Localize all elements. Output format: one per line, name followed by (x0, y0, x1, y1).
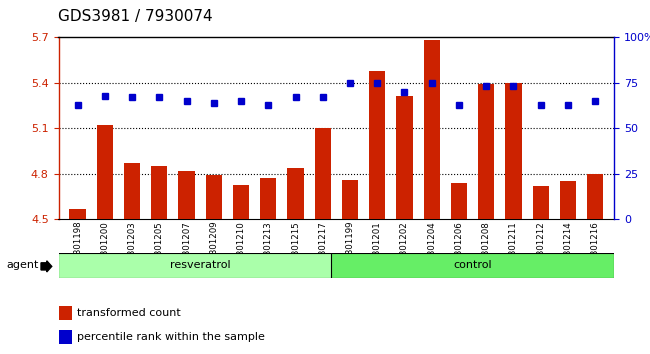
Bar (97, 125, 113, 219)
Bar (178, 171, 195, 219)
Bar (58, 330, 72, 344)
Bar (424, 40, 440, 219)
Bar (478, 84, 495, 219)
Bar (233, 184, 249, 219)
Text: percentile rank within the sample: percentile rank within the sample (77, 332, 265, 342)
Bar (451, 183, 467, 219)
Bar (342, 180, 358, 219)
Bar (396, 96, 413, 219)
FancyArrow shape (41, 261, 52, 272)
Bar (532, 186, 549, 219)
Bar (587, 174, 603, 219)
Bar (369, 70, 385, 219)
Bar (151, 166, 168, 219)
Bar (287, 168, 304, 219)
Bar (560, 182, 576, 219)
Bar (205, 176, 222, 219)
Bar (70, 209, 86, 219)
Text: GDS3981 / 7930074: GDS3981 / 7930074 (58, 9, 213, 24)
Bar (58, 307, 72, 320)
Text: resveratrol: resveratrol (170, 261, 231, 270)
Bar (260, 178, 276, 219)
Text: control: control (453, 261, 492, 270)
Bar (505, 83, 522, 219)
Text: transformed count: transformed count (77, 308, 181, 318)
Bar (124, 163, 140, 219)
Text: agent: agent (6, 261, 39, 270)
Bar (331, 253, 614, 278)
Bar (315, 129, 331, 219)
Bar (58, 253, 342, 278)
